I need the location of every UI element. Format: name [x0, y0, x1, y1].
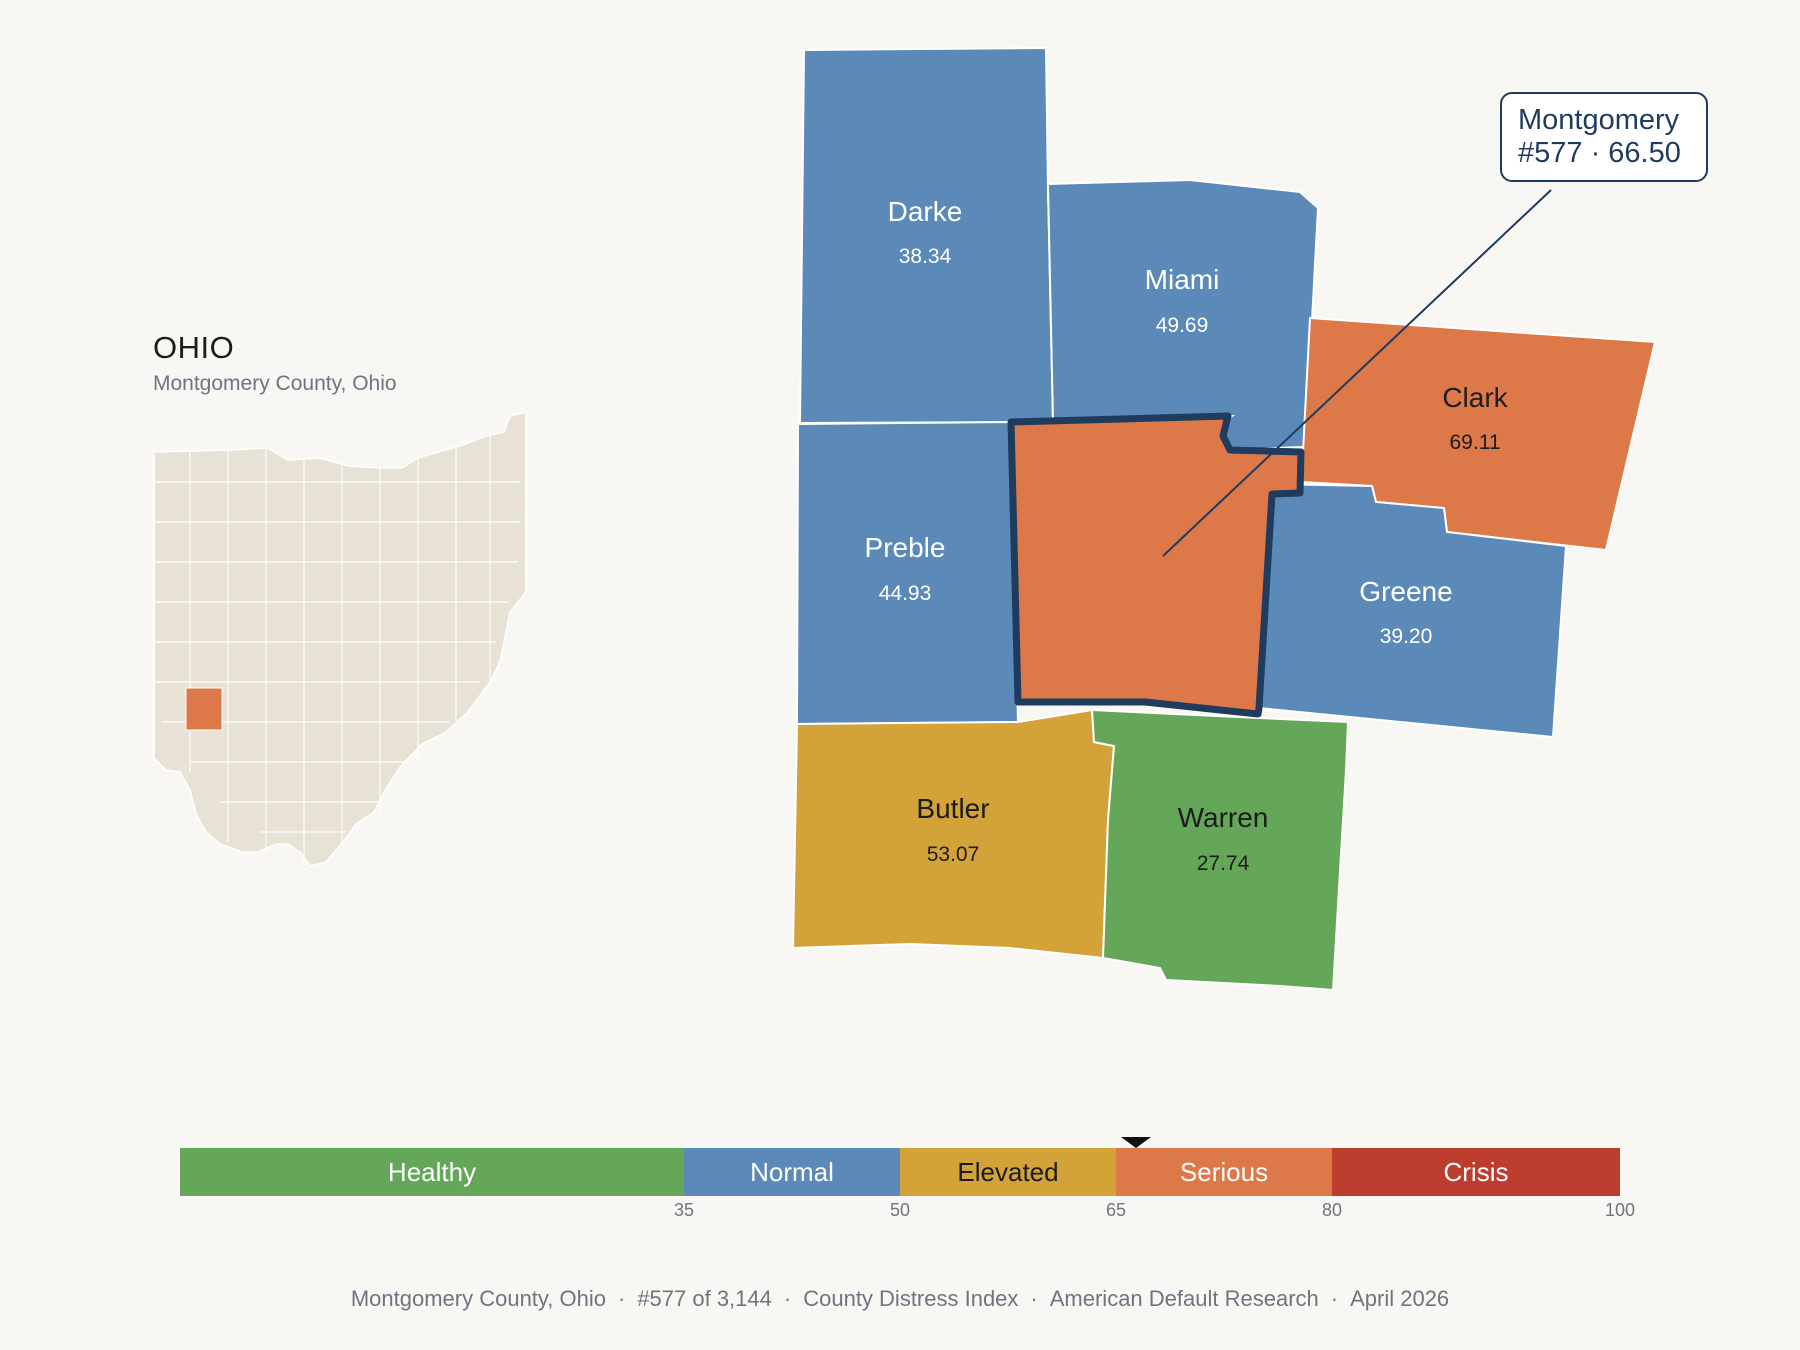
footer-date: April 2026 — [1350, 1286, 1450, 1311]
county-darke[interactable] — [798, 46, 1055, 425]
footer-rank: #577 of 3,144 — [637, 1286, 772, 1311]
county-label-warren: Warren 27.74 — [1178, 802, 1269, 875]
callout-county-name: Montgomery — [1518, 104, 1680, 136]
callout-rank-score: #577 · 66.50 — [1518, 137, 1681, 169]
county-label-butler: Butler 53.07 — [916, 793, 989, 866]
legend-scale: Healthy Normal Elevated Serious Crisis — [180, 1148, 1620, 1196]
ohio-locator-map — [153, 412, 527, 867]
footer-index-name: County Distress Index — [803, 1286, 1019, 1311]
footer: Montgomery County, Ohio · #577 of 3,144 · Co… — [350, 1286, 1450, 1311]
county-value-butler: 53.07 — [927, 843, 980, 866]
county-value-warren: 27.74 — [1197, 852, 1250, 875]
county-montgomery[interactable] — [1007, 412, 1305, 718]
callout-leader-line — [1162, 189, 1552, 557]
county-value-miami: 49.69 — [1156, 314, 1209, 337]
montgomery-locator — [185, 687, 223, 731]
county-label-clark: Clark 69.11 — [1442, 382, 1508, 454]
regional-map: Darke 38.34 Miami 49.69 Clark 69.11 Preb… — [791, 46, 1657, 992]
county-greene[interactable] — [1257, 482, 1568, 739]
legend-band-normal: Normal — [684, 1148, 900, 1196]
county-warren[interactable] — [1090, 708, 1350, 992]
ohio-county-grid — [154, 434, 520, 862]
footer-source: American Default Research — [1049, 1286, 1319, 1311]
county-preble[interactable] — [795, 420, 1020, 726]
legend-tick-80: 80 — [1321, 1200, 1343, 1220]
county-name-warren: Warren — [1178, 802, 1269, 833]
legend-band-elevated: Elevated — [900, 1148, 1116, 1196]
county-name-clark: Clark — [1442, 382, 1508, 413]
county-label-miami: Miami 49.69 — [1145, 264, 1220, 337]
score-marker-icon — [1121, 1137, 1151, 1148]
legend-tick-100: 100 — [1604, 1200, 1636, 1220]
legend-band-healthy: Healthy — [180, 1148, 684, 1196]
legend-band-serious: Serious — [1116, 1148, 1332, 1196]
county-label-greene: Greene 39.20 — [1359, 576, 1452, 648]
legend-tick-35: 35 — [673, 1200, 695, 1220]
county-value-greene: 39.20 — [1380, 625, 1433, 648]
montgomery-callout: Montgomery #577 · 66.50 — [1500, 92, 1708, 182]
county-name-miami: Miami — [1145, 264, 1220, 295]
footer-county: Montgomery County, Ohio — [350, 1286, 606, 1311]
county-name-greene: Greene — [1359, 576, 1452, 607]
county-name-preble: Preble — [865, 532, 946, 563]
legend-tick-65: 65 — [1105, 1200, 1127, 1220]
legend-band-crisis: Crisis — [1332, 1148, 1620, 1196]
county-value-clark: 69.11 — [1450, 431, 1501, 454]
legend-tick-50: 50 — [889, 1200, 911, 1220]
inset-title: OHIO — [153, 330, 235, 365]
county-label-darke: Darke 38.34 — [888, 196, 963, 268]
county-label-preble: Preble 44.93 — [865, 532, 946, 605]
ohio-state-shape — [153, 412, 527, 867]
county-name-darke: Darke — [888, 196, 963, 227]
county-value-darke: 38.34 — [899, 245, 952, 268]
county-butler[interactable] — [791, 708, 1116, 960]
county-value-preble: 44.93 — [879, 582, 932, 605]
county-name-butler: Butler — [916, 793, 989, 824]
inset-subtitle: Montgomery County, Ohio — [153, 372, 397, 395]
